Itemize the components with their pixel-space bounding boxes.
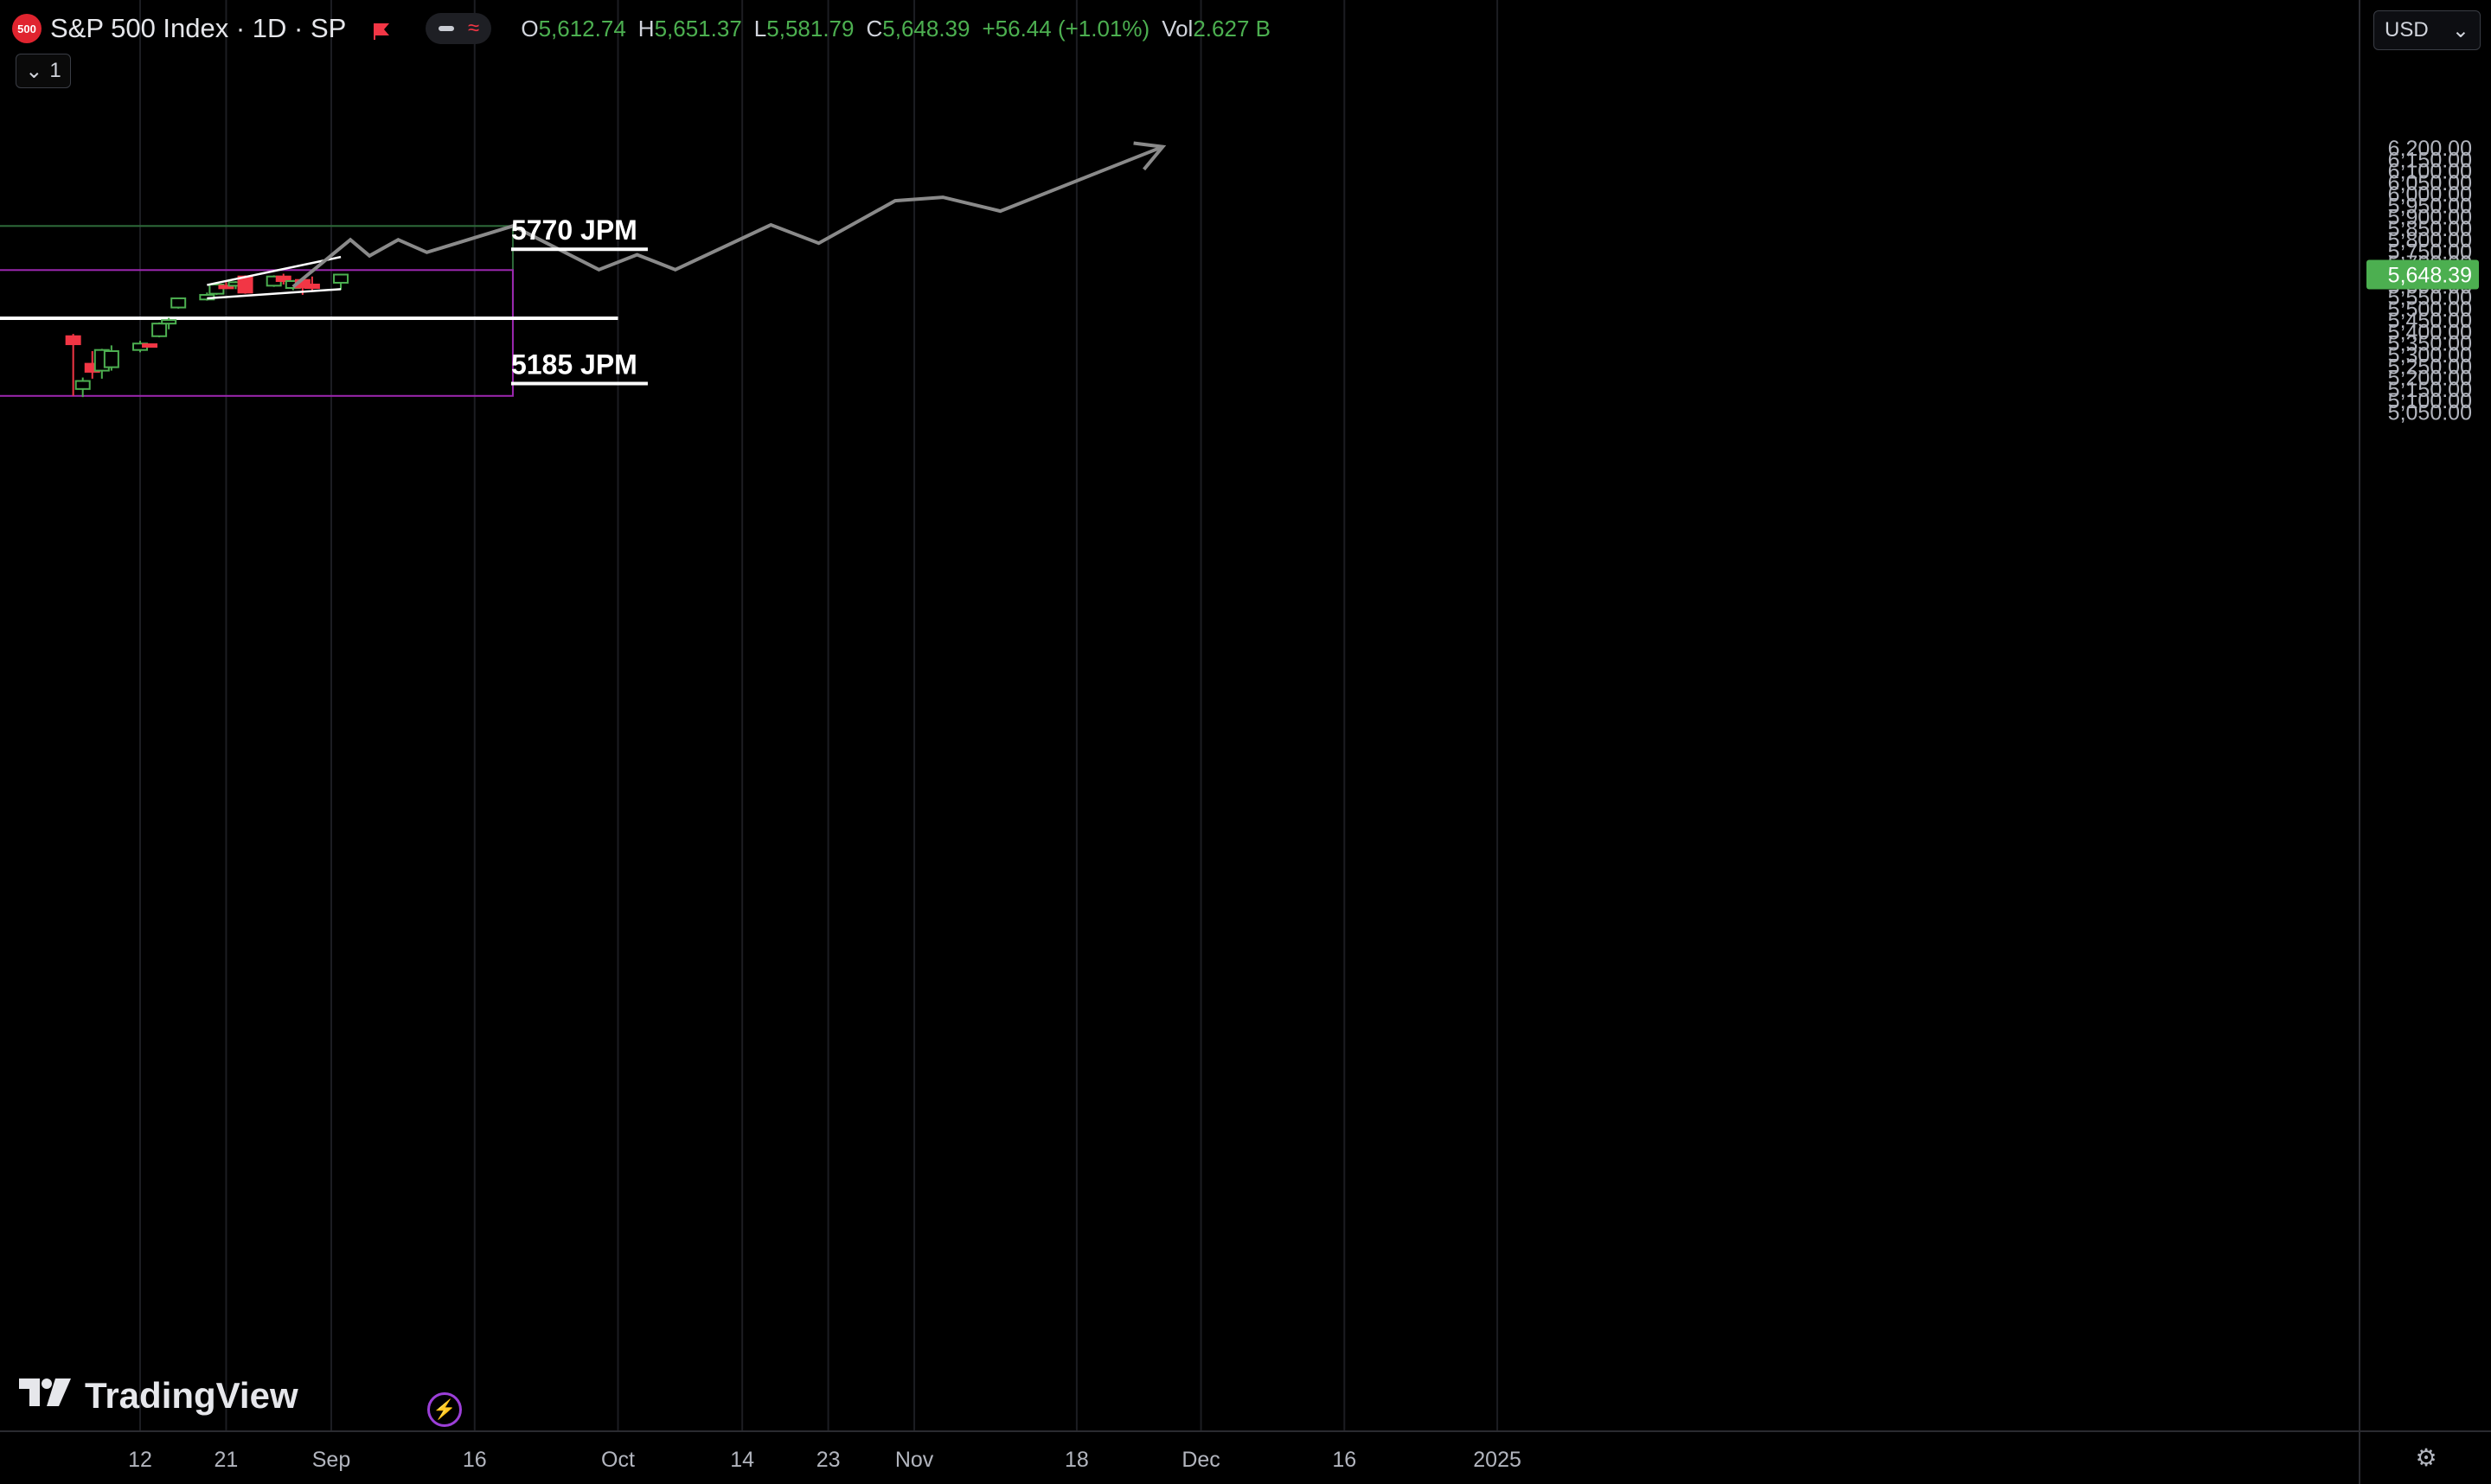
x-tick-label: 21 bbox=[215, 1448, 239, 1472]
candle-body bbox=[304, 284, 320, 289]
x-tick-label: 18 bbox=[1065, 1448, 1089, 1472]
candle-body bbox=[275, 275, 291, 283]
minus-icon bbox=[438, 26, 454, 31]
candle bbox=[151, 322, 168, 338]
candle-body bbox=[103, 350, 119, 368]
settings-icon[interactable]: ⚙ bbox=[2415, 1443, 2437, 1471]
projection-arrowhead bbox=[1133, 141, 1167, 171]
x-tick-label: Oct bbox=[601, 1448, 635, 1472]
candle bbox=[333, 273, 349, 291]
y-tick-label: 6,050.00 bbox=[2388, 171, 2472, 195]
y-tick-label: 5,500.00 bbox=[2388, 297, 2472, 322]
purple-range-box[interactable] bbox=[0, 269, 514, 397]
lightning-icon[interactable]: ⚡ bbox=[427, 1392, 462, 1427]
ohlc-values: O5,612.74 H5,651.37 L5,581.79 C5,648.39 … bbox=[521, 15, 1271, 42]
candle-body bbox=[65, 335, 81, 346]
x-tick-label: 16 bbox=[463, 1448, 487, 1472]
tradingview-wordmark: TradingView bbox=[85, 1375, 298, 1416]
y-tick-label: 5,550.00 bbox=[2388, 286, 2472, 310]
y-tick-label: 5,150.00 bbox=[2388, 378, 2472, 402]
y-tick-label: 6,200.00 bbox=[2388, 137, 2472, 161]
x-tick-label: 12 bbox=[128, 1448, 152, 1472]
x-tick-label: Sep bbox=[312, 1448, 350, 1472]
close-value: 5,648.39 bbox=[882, 15, 970, 42]
y-tick-label: 5,850.00 bbox=[2388, 217, 2472, 241]
y-tick-label: 5,350.00 bbox=[2388, 332, 2472, 356]
candle bbox=[65, 334, 81, 396]
open-value: 5,612.74 bbox=[538, 15, 626, 42]
candle-body bbox=[151, 323, 168, 337]
jpm-label[interactable]: 5770 JPM bbox=[511, 214, 637, 246]
candle-body bbox=[333, 273, 349, 284]
volume-value: 2.627 B bbox=[1193, 15, 1271, 42]
candle bbox=[170, 297, 187, 309]
x-tick-label: Nov bbox=[895, 1448, 934, 1472]
candle bbox=[218, 282, 234, 290]
candle bbox=[161, 317, 177, 329]
y-tick-label: 5,400.00 bbox=[2388, 320, 2472, 344]
y-tick-label: 5,900.00 bbox=[2388, 206, 2472, 230]
candle-body bbox=[74, 380, 91, 390]
chevron-down-icon: ⌄ bbox=[2451, 18, 2469, 42]
x-tick-label: 14 bbox=[730, 1448, 754, 1472]
change-value: +56.44 (+1.01%) bbox=[982, 15, 1150, 42]
legend-count: 1 bbox=[49, 59, 61, 82]
candle bbox=[304, 276, 320, 291]
last-price-label: 5,648.39 bbox=[2388, 263, 2472, 287]
candle-body bbox=[218, 285, 234, 290]
y-tick-label: 6,000.00 bbox=[2388, 182, 2472, 207]
high-value: 5,651.37 bbox=[654, 15, 742, 42]
tradingview-logo[interactable]: TradingView bbox=[19, 1375, 298, 1417]
last-price-tag bbox=[2366, 259, 2479, 290]
y-tick-label: 5,950.00 bbox=[2388, 194, 2472, 218]
symbol-title[interactable]: S&P 500 Index · 1D · SP bbox=[50, 13, 347, 43]
jpm-label[interactable]: 5185 JPM bbox=[511, 349, 637, 381]
wedge-upper-line[interactable] bbox=[207, 255, 342, 286]
chevron-down-icon: ⌄ bbox=[25, 59, 43, 83]
wave-icon: ≈ bbox=[467, 16, 480, 40]
y-tick-label: 5,800.00 bbox=[2388, 228, 2472, 253]
indicator-toggle[interactable]: ≈ bbox=[426, 13, 492, 44]
symbol-logo-icon: 500 bbox=[12, 14, 42, 43]
candle bbox=[103, 345, 119, 371]
low-value: 5,581.79 bbox=[766, 15, 855, 42]
candle-body bbox=[161, 319, 177, 325]
candle bbox=[142, 343, 158, 349]
projection-path[interactable] bbox=[291, 144, 1164, 289]
x-tick-label: 23 bbox=[816, 1448, 841, 1472]
green-range-box[interactable] bbox=[0, 225, 514, 319]
candle bbox=[74, 377, 91, 398]
flag-icon[interactable] bbox=[372, 19, 391, 40]
y-tick-label: 5,050.00 bbox=[2388, 400, 2472, 425]
currency-label: USD bbox=[2385, 18, 2429, 42]
currency-select[interactable]: USD ⌄ bbox=[2373, 10, 2481, 50]
symbol-header: 500 S&P 500 Index · 1D · SP ≈ O5,612.74 … bbox=[12, 10, 1271, 47]
y-tick-label: 5,450.00 bbox=[2388, 309, 2472, 333]
y-tick-label: 5,300.00 bbox=[2388, 343, 2472, 368]
x-tick-label: Dec bbox=[1181, 1448, 1220, 1472]
tradingview-mark-icon bbox=[19, 1377, 73, 1416]
y-tick-label: 5,100.00 bbox=[2388, 389, 2472, 413]
x-tick-label: 16 bbox=[1332, 1448, 1356, 1472]
candle-body bbox=[142, 343, 158, 349]
y-tick-label: 5,250.00 bbox=[2388, 355, 2472, 379]
y-tick-label: 6,150.00 bbox=[2388, 148, 2472, 172]
y-tick-label: 6,100.00 bbox=[2388, 160, 2472, 184]
x-tick-label: 2025 bbox=[1473, 1448, 1521, 1472]
wedge-lower-line[interactable] bbox=[207, 288, 342, 300]
legend-collapse-button[interactable]: ⌄ 1 bbox=[16, 54, 71, 88]
candle-body bbox=[170, 297, 187, 309]
candle bbox=[275, 273, 291, 285]
y-tick-label: 5,200.00 bbox=[2388, 367, 2472, 391]
